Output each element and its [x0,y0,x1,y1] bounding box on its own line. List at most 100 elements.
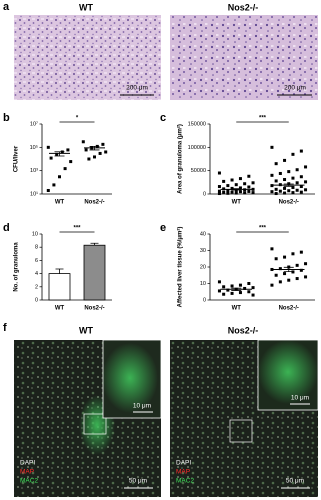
data-point [217,289,221,293]
data-point [226,288,230,292]
bar [83,244,106,301]
data-point [49,156,53,160]
data-point [251,293,255,297]
data-point [291,176,295,180]
significance-label: *** [73,226,81,232]
data-point [238,186,242,190]
error-bar [54,151,65,157]
data-point [291,252,295,256]
panel-title: Nos2-/- [228,2,259,12]
data-point [217,171,221,175]
data-point [299,268,303,272]
error-bar [283,183,294,187]
stain-label: DAPI [176,460,191,467]
histology-image [170,15,318,100]
data-point [222,190,226,194]
x-tick-label: WT [55,306,65,312]
y-axis-label: Area of granuloma (μm²) [177,124,184,194]
data-point [299,185,303,189]
data-point [230,284,234,288]
x-tick-label: WT [232,306,242,312]
panel-label: b [3,112,10,124]
y-tick-label: 20 [200,264,206,270]
data-point [295,277,299,281]
y-tick-label: 10³ [30,168,38,174]
data-point [93,155,96,159]
panel-label: f [3,322,7,334]
data-point [270,283,274,287]
data-point [278,267,282,271]
data-point [247,290,251,294]
data-point [222,179,226,183]
data-point [84,148,88,152]
stain-region [102,343,158,413]
stain-label: MAC2 [176,478,194,485]
data-point [274,273,278,277]
error-bar [231,287,242,291]
data-point [63,167,67,171]
significance-label: * [76,116,79,122]
y-tick-label: 150000 [188,121,206,127]
error-bar [90,242,99,246]
data-point [283,186,287,190]
data-point [278,189,282,193]
bar [48,273,71,301]
y-tick-label: 30 [200,248,206,254]
stain-label: MAC2 [20,478,38,485]
data-point [98,151,102,155]
data-point [299,250,303,254]
data-point [251,181,255,185]
data-point [287,170,291,174]
scale-label: 200 μm [126,85,148,92]
scale-label: 50 μm [286,478,304,485]
y-tick-label: 8 [35,245,38,251]
data-point [299,149,303,153]
data-point [230,190,234,194]
data-point [230,291,234,295]
data-point [304,165,308,169]
data-point [251,286,255,290]
data-point [55,152,59,156]
y-tick-label: 10⁵ [30,144,38,151]
panel-label: c [160,112,166,124]
y-tick-label: 0 [203,191,206,197]
scale-label: 10 μm [291,395,309,402]
data-point [295,188,299,192]
data-point [238,190,242,194]
data-point [251,191,255,195]
data-point [283,178,287,182]
stain-label: MAP [20,469,34,476]
data-point [230,178,234,182]
data-point [295,263,299,267]
data-point [278,171,282,175]
y-tick-label: 4 [35,271,38,277]
panel-label: e [160,222,166,234]
data-point [283,158,287,162]
data-point [226,189,230,193]
inset-box [83,413,107,435]
data-point [217,280,221,284]
y-tick-label: 6 [35,258,38,264]
y-tick-label: 100000 [188,145,206,151]
data-point [270,173,274,177]
error-bar [89,146,100,151]
data-point [299,175,303,179]
data-point [226,191,230,195]
data-point [243,191,247,195]
data-point [295,181,299,185]
y-axis-label: CFU/liver [14,145,20,172]
data-point [270,145,274,149]
data-point [222,292,226,296]
data-point [247,189,251,193]
data-point [217,192,221,196]
data-point [274,257,278,261]
y-tick-label: 40 [200,231,206,237]
x-tick-label: Nos2-/- [279,306,299,312]
data-point [87,157,91,161]
data-point [81,140,85,144]
y-axis-label: Affected liver tissue (%/μm²) [177,227,184,308]
data-point [251,187,255,191]
x-tick-label: Nos2-/- [84,200,104,206]
panel-title: WT [79,2,93,12]
data-point [238,177,242,181]
